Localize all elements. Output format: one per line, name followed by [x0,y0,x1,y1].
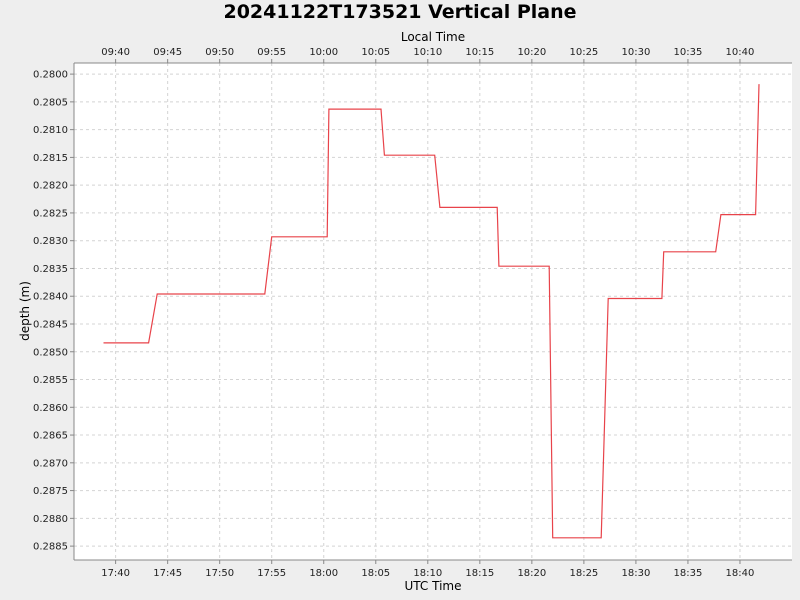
x-tick-label: 18:40 [726,568,755,579]
x-tick-label: 18:10 [413,568,442,579]
x-tick-label: 18:30 [621,568,650,579]
y-tick-label: 0.2860 [33,403,68,414]
y-tick-label: 0.2830 [33,236,68,247]
x2-tick-label: 10:15 [465,47,494,58]
y-tick-label: 0.2835 [33,264,68,275]
y-tick-label: 0.2870 [33,458,68,469]
y-tick-label: 0.2865 [33,431,68,442]
y-tick-label: 0.2855 [33,375,68,386]
x-tick-label: 18:35 [674,568,703,579]
y-tick-label: 0.2815 [33,153,68,164]
top-axis-label: Local Time [401,30,465,44]
y-tick-label: 0.2820 [33,181,68,192]
y-tick-label: 0.2810 [33,125,68,136]
y-tick-label: 0.2840 [33,292,68,303]
tick-labels: 0.2800 0.2805 0.2810 0.2815 0.2820 0.2825 0.28… [33,47,754,579]
x-tick-label: 18:15 [465,568,494,579]
series-line [103,84,760,539]
x2-tick-label: 10:00 [309,47,338,58]
x2-tick-label: 09:40 [101,47,130,58]
x-tick-label: 18:25 [569,568,598,579]
y-tick-label: 0.2880 [33,514,68,525]
chart-title: 20241122T173521 Vertical Plane [223,1,576,23]
x2-tick-label: 09:45 [153,47,182,58]
x2-tick-label: 10:20 [517,47,546,58]
x2-tick-label: 09:50 [205,47,234,58]
x2-tick-label: 10:35 [674,47,703,58]
x-tick-label: 18:00 [309,568,338,579]
y-tick-label: 0.2825 [33,208,68,219]
grid-lines [74,63,792,560]
x-tick-label: 18:20 [517,568,546,579]
x2-tick-label: 09:55 [257,47,286,58]
plot-area [74,63,792,560]
x2-tick-label: 10:05 [361,47,390,58]
y-axis-label: depth (m) [18,281,32,341]
y-tick-label: 0.2885 [33,542,68,553]
x2-tick-label: 10:10 [413,47,442,58]
axes [70,59,792,564]
x2-tick-label: 10:40 [726,47,755,58]
series-lines [103,84,760,539]
y-tick-label: 0.2875 [33,486,68,497]
x-tick-label: 18:05 [361,568,390,579]
x-tick-label: 17:40 [101,568,130,579]
y-tick-label: 0.2805 [33,97,68,108]
x-axis-label: UTC Time [405,579,462,593]
x-tick-label: 17:45 [153,568,182,579]
y-tick-label: 0.2850 [33,347,68,358]
x2-tick-label: 10:25 [569,47,598,58]
y-tick-label: 0.2845 [33,319,68,330]
x-tick-label: 17:50 [205,568,234,579]
y-tick-label: 0.2800 [33,70,68,81]
x-tick-label: 17:55 [257,568,286,579]
x2-tick-label: 10:30 [621,47,650,58]
